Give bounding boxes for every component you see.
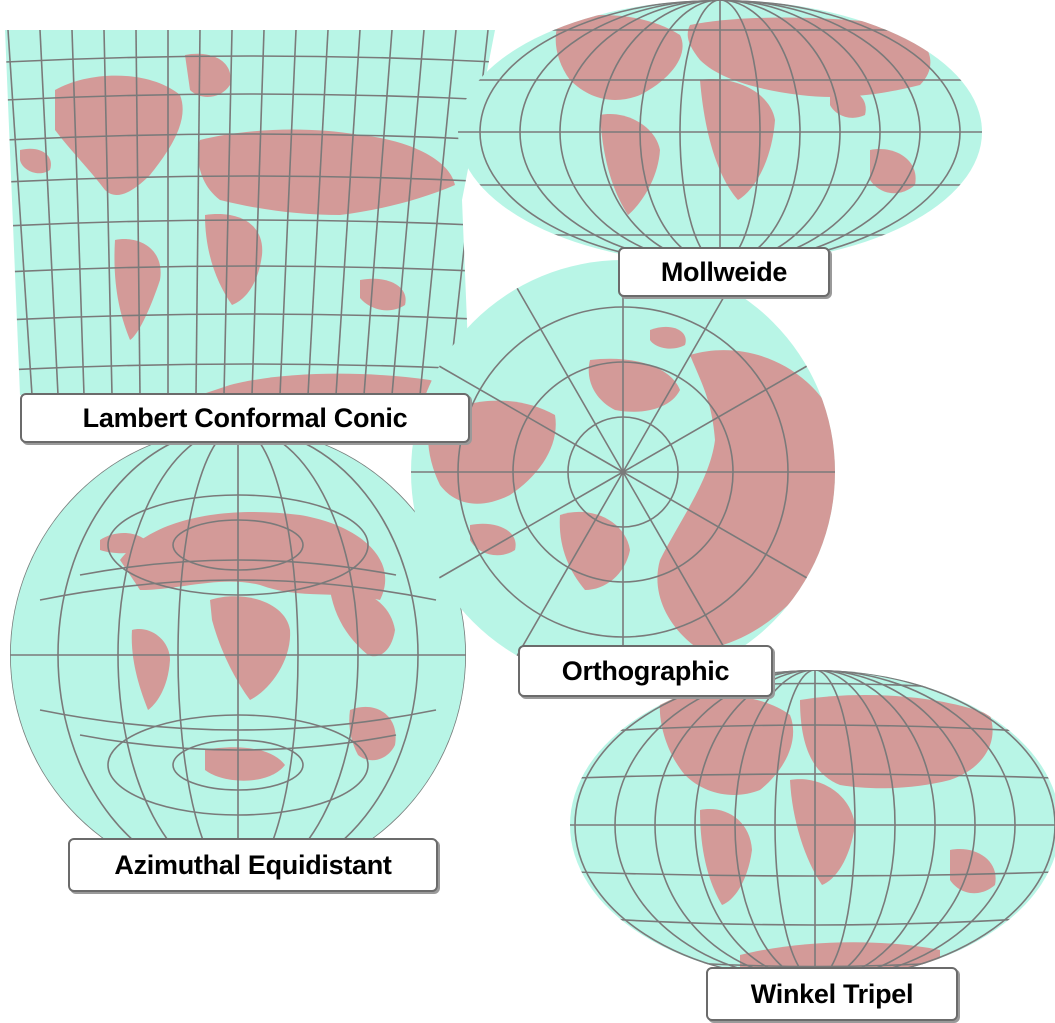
azimuthal-graticule <box>10 427 466 883</box>
orthographic-label: Orthographic <box>518 645 773 697</box>
lambert-land <box>20 53 470 395</box>
mollweide-label: Mollweide <box>618 247 830 297</box>
orthographic-pole-marker <box>620 469 626 475</box>
winkel-tripel-label: Winkel Tripel <box>706 967 958 1021</box>
winkel-tripel-map <box>570 670 1055 980</box>
azimuthal-equidistant-map <box>10 427 466 883</box>
azimuthal-equidistant-label: Azimuthal Equidistant <box>68 838 438 892</box>
orthographic-graticule <box>411 260 835 684</box>
lambert-conformal-conic-label: Lambert Conformal Conic <box>20 393 470 443</box>
orthographic-map <box>411 260 835 684</box>
mollweide-graticule <box>458 0 982 264</box>
winkel-land <box>659 694 996 980</box>
mollweide-map <box>458 0 982 264</box>
lambert-conformal-conic-map <box>5 30 495 395</box>
